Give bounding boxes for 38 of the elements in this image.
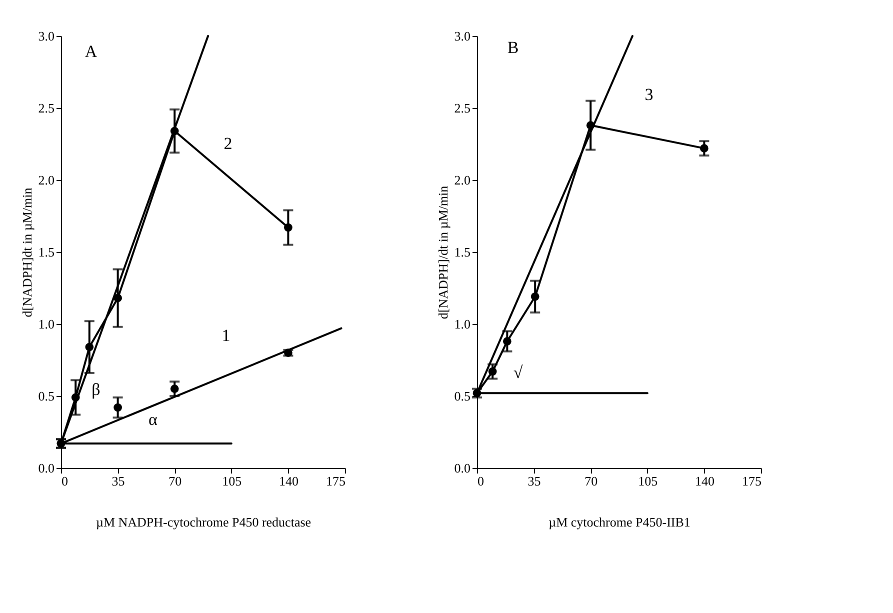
y-tick-label: 0.0 [454, 460, 470, 476]
x-axis-title: µM cytochrome P450-IIB1 [548, 514, 690, 530]
y-tick-label: 2.5 [454, 100, 470, 116]
y-tick-label: 0.5 [454, 388, 470, 404]
x-tick-label: 105 [638, 474, 658, 488]
y-tick-label: 2.0 [454, 172, 470, 188]
y-tick-label: 1.5 [454, 244, 470, 260]
y-tick-label: 1.5 [38, 244, 54, 260]
annotation: 1 [222, 326, 230, 345]
y-tick-label: 3.0 [38, 28, 54, 44]
annotation: β [92, 380, 100, 399]
x-tick-label: 105 [222, 474, 242, 488]
y-tick-label: 3.0 [454, 28, 470, 44]
y-tick-label: 1.0 [454, 316, 470, 332]
x-tick-label: 35 [528, 474, 541, 488]
annotation: √ [513, 363, 524, 382]
x-tick-label: 70 [584, 474, 598, 488]
x-axis-title: µM NADPH-cytochrome P450 reductase [96, 514, 312, 530]
y-tick-label: 0.0 [38, 460, 54, 476]
annotation: α [148, 410, 158, 429]
y-axis-title: d[NADPH]dt in µM/min [19, 187, 34, 318]
x-tick-label: 0 [62, 474, 68, 488]
y-tick-label: 1.0 [38, 316, 54, 332]
x-tick-label: 175 [326, 474, 346, 488]
x-tick-label: 0 [478, 474, 484, 488]
annotation: 2 [224, 134, 232, 153]
annotation: B [507, 38, 519, 57]
annotation: 3 [644, 85, 654, 104]
x-tick-label: 140 [694, 474, 714, 488]
x-tick-label: 35 [112, 474, 125, 488]
y-tick-label: 2.0 [38, 172, 54, 188]
x-tick-label: 70 [168, 474, 182, 488]
x-tick-label: 140 [278, 474, 298, 488]
y-axis-title: d[NADPH]/dt in µM/min [435, 185, 450, 320]
y-tick-label: 0.5 [38, 388, 54, 404]
x-tick-label: 175 [742, 474, 762, 488]
annotation: A [84, 42, 98, 61]
y-tick-label: 2.5 [38, 100, 54, 116]
